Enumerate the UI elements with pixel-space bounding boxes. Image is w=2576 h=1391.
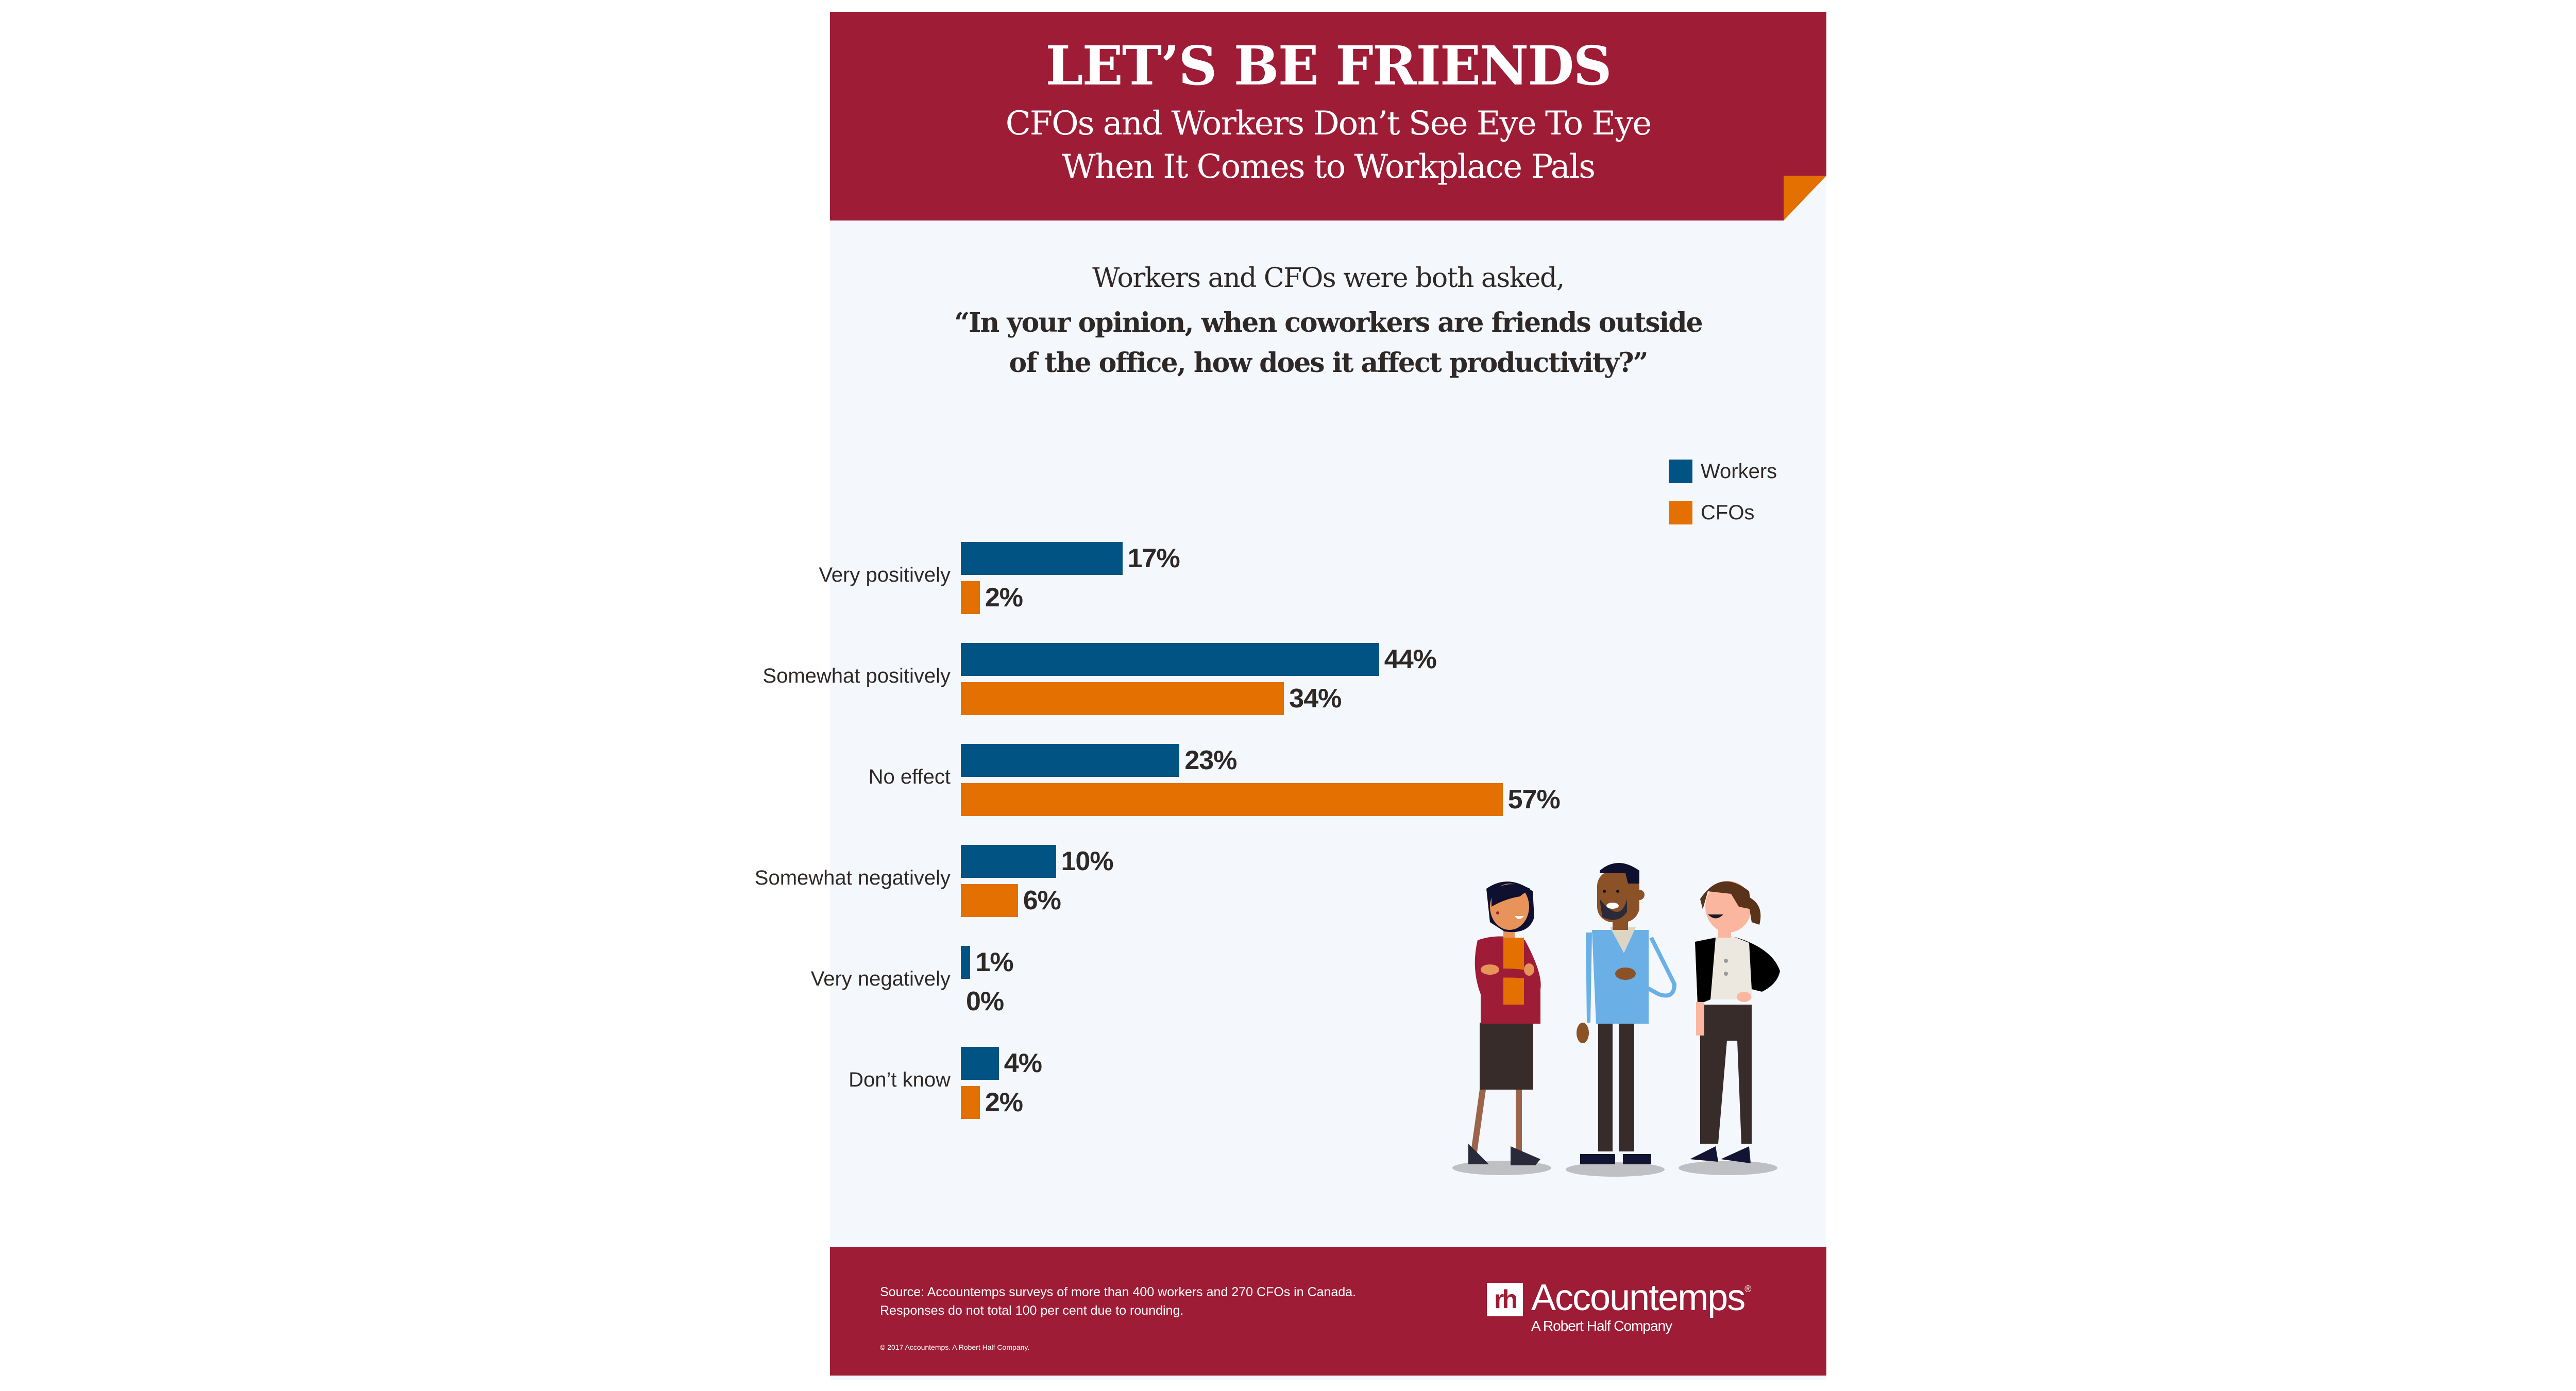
value-label: 23% <box>1184 745 1237 775</box>
legend-swatch-workers <box>1669 460 1692 483</box>
legend-item-workers: Workers <box>1669 451 1777 492</box>
question-line-2: of the office, how does it affect produc… <box>1009 347 1649 379</box>
category-label: Somewhat positively <box>762 665 951 687</box>
source-line-1: Source: Accountemps surveys of more than… <box>880 1285 1357 1299</box>
value-label: 1% <box>975 947 1013 977</box>
bar-workers <box>961 946 971 979</box>
header-banner: LET’S BE FRIENDS CFOs and Workers Don’t … <box>830 12 1826 220</box>
legend-label: Workers <box>1701 460 1777 483</box>
brand-tagline: A Robert Half Company <box>1531 1318 1672 1334</box>
copyright: © 2017 Accountemps. A Robert Half Compan… <box>880 1343 1030 1351</box>
category-label: Very positively <box>819 564 951 586</box>
subtitle-line-2: When It Comes to Workplace Pals <box>1061 148 1596 186</box>
bar-workers <box>961 1047 999 1080</box>
chart-legend: Workers CFOs <box>1669 451 1777 533</box>
coworkers-illustration <box>1452 863 1780 1177</box>
bar-cfos <box>961 581 980 614</box>
rh-logo-icon: rh <box>1487 1283 1523 1316</box>
bar-cfos <box>961 682 1284 715</box>
subtitle-line-1: CFOs and Workers Don’t See Eye To Eye <box>1005 105 1652 143</box>
bar-cfos <box>961 884 1018 917</box>
footer-banner: Source: Accountemps surveys of more than… <box>830 1247 1826 1376</box>
brand-name: Accountemps <box>1531 1277 1745 1318</box>
value-label: 4% <box>1004 1048 1042 1078</box>
brand-logo-name: Accountemps® <box>1531 1277 1752 1319</box>
question-line-1: “In your opinion, when coworkers are fri… <box>954 307 1703 338</box>
value-label: 57% <box>1507 785 1561 815</box>
value-label: 17% <box>1127 544 1180 573</box>
category-label: Somewhat negatively <box>754 867 951 889</box>
legend-label: CFOs <box>1701 501 1755 524</box>
value-label: 6% <box>1023 886 1061 915</box>
question-intro: Workers and CFOs were both asked, <box>1092 263 1565 294</box>
legend-item-cfos: CFOs <box>1669 492 1777 533</box>
value-label: 10% <box>1061 846 1114 876</box>
value-label: 0% <box>966 987 1004 1016</box>
value-label: 2% <box>985 1088 1023 1117</box>
bar-workers <box>961 845 1056 878</box>
bar-workers <box>961 542 1123 575</box>
value-label: 44% <box>1384 644 1437 674</box>
category-label: No effect <box>868 766 951 788</box>
registered-mark: ® <box>1744 1284 1751 1294</box>
bar-cfos <box>961 1086 980 1119</box>
page-title: LET’S BE FRIENDS <box>1045 34 1612 97</box>
page-subtitle: CFOs and Workers Don’t See Eye To Eye Wh… <box>830 102 1826 189</box>
woman-black-blazer-icon <box>1690 881 1780 1163</box>
woman-red-cardigan-icon <box>1468 881 1541 1165</box>
folded-corner-icon <box>1784 176 1826 220</box>
source-line-2: Responses do not total 100 per cent due … <box>880 1303 1184 1318</box>
category-label: Very negatively <box>810 968 951 990</box>
value-label: 34% <box>1289 684 1342 714</box>
bar-workers <box>961 643 1379 676</box>
bar-cfos <box>961 783 1503 816</box>
bar-workers <box>961 744 1180 777</box>
man-blue-vest-icon <box>1577 863 1677 1164</box>
source-note: Source: Accountemps surveys of more than… <box>880 1283 1356 1320</box>
legend-swatch-cfos <box>1669 501 1692 524</box>
question-text: “In your opinion, when coworkers are fri… <box>830 303 1826 383</box>
category-label: Don’t know <box>849 1068 951 1091</box>
value-label: 2% <box>985 583 1023 613</box>
infographic-poster: LET’S BE FRIENDS CFOs and Workers Don’t … <box>830 12 1826 1380</box>
